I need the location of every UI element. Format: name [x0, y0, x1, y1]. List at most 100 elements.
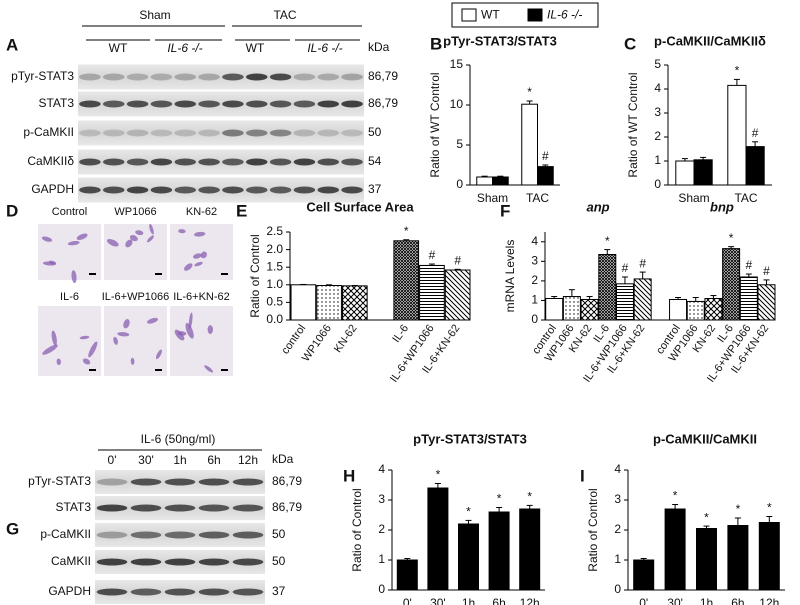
- blot-band: [79, 158, 101, 166]
- condition-label: IL-6+WP1066: [102, 291, 170, 303]
- y-axis-label: Ratio of Control: [586, 488, 600, 571]
- x-tick-label: 30': [667, 596, 683, 605]
- blot-band: [126, 158, 149, 166]
- cell: [79, 335, 90, 340]
- x-tick-label: 0': [639, 596, 648, 605]
- y-tick-label: 3: [531, 254, 538, 268]
- blot-band: [269, 186, 292, 194]
- blot-band: [232, 531, 264, 539]
- x-tick-label: 12h: [759, 596, 779, 605]
- blot-band: [198, 504, 230, 512]
- cell: [56, 358, 61, 366]
- x-tick-label: 1h: [462, 596, 475, 605]
- blot-band: [103, 73, 125, 81]
- blot-band: [96, 588, 128, 596]
- cell: [67, 240, 80, 246]
- panel-label: H: [343, 466, 355, 485]
- blot-band: [293, 100, 316, 108]
- condition-label: IL-6+KN-62: [173, 291, 230, 303]
- micrograph: [104, 224, 167, 280]
- chart-title: Cell Surface Area: [306, 199, 414, 214]
- legend-swatch: [527, 8, 543, 22]
- y-tick-label: 4: [531, 234, 538, 248]
- blot-band: [130, 531, 162, 539]
- blot-band: [293, 73, 316, 81]
- bar: [537, 166, 554, 186]
- annotation: #: [454, 253, 461, 267]
- y-tick-label: 10: [450, 97, 464, 111]
- y-tick-label: 0: [456, 177, 463, 191]
- cell: [194, 261, 203, 267]
- y-tick-label: 5: [456, 137, 463, 151]
- annotation: *: [736, 502, 741, 516]
- y-tick-label: 2.0: [266, 242, 283, 256]
- annotation: *: [527, 85, 532, 99]
- blot-band: [232, 504, 264, 512]
- blot-row-label: p-CaMKII: [23, 125, 74, 139]
- blot-band: [246, 129, 268, 137]
- chart-title: p-CaMKII/CaMKIIδ: [654, 33, 766, 48]
- blot-kda: 86,79: [272, 474, 302, 488]
- blot-band: [317, 186, 339, 194]
- panel-label: C: [624, 34, 636, 53]
- cell: [174, 329, 185, 341]
- cell: [51, 330, 57, 346]
- blot-band: [79, 73, 101, 81]
- blot-row-label: GAPDH: [48, 584, 91, 598]
- annotation: #: [639, 256, 646, 270]
- blot-band: [103, 129, 125, 137]
- blot-band: [341, 129, 363, 137]
- x-tick-label: 1h: [700, 596, 713, 605]
- blot-row-label: pTyr-STAT3: [28, 474, 91, 488]
- bar: [615, 283, 634, 321]
- cell: [41, 236, 53, 242]
- y-tick-label: 3: [654, 105, 661, 119]
- blot-band: [96, 504, 128, 512]
- blot-band: [150, 186, 173, 194]
- chart-title: pTyr-STAT3/STAT3: [413, 431, 527, 446]
- annotation: *: [436, 468, 441, 482]
- y-tick-label: 0.0: [266, 312, 283, 326]
- blot-band: [341, 73, 363, 81]
- cell: [88, 341, 98, 358]
- blot-band: [198, 558, 230, 566]
- blot-strip: [78, 91, 364, 117]
- chart-title: p-CaMKII/CaMKII: [653, 431, 757, 446]
- cell: [194, 231, 206, 237]
- group-title: bnp: [710, 199, 734, 214]
- blot-band: [317, 129, 339, 137]
- blot-band: [317, 73, 339, 81]
- annotation: *: [497, 492, 502, 506]
- blot-band: [269, 100, 292, 108]
- micrograph: [38, 224, 101, 280]
- cell: [129, 235, 138, 242]
- blot-band: [126, 129, 149, 137]
- blot-band: [246, 73, 268, 81]
- bar: [427, 487, 449, 591]
- bar: [757, 284, 776, 321]
- kda-header: kDa: [272, 452, 294, 466]
- blot-band: [150, 100, 173, 108]
- annotation: #: [745, 258, 752, 272]
- panel-label: I: [580, 466, 585, 485]
- y-tick-label: 1.0: [266, 277, 283, 291]
- blot-row-label: CaMKII: [51, 554, 91, 568]
- y-tick-label: 1: [614, 552, 621, 566]
- bar: [341, 285, 368, 321]
- blot-band: [130, 478, 162, 486]
- panel-label: G: [6, 519, 19, 538]
- y-axis-label: Ratio of Control: [350, 488, 364, 571]
- bar: [675, 160, 695, 186]
- cell: [130, 357, 135, 365]
- blot-kda: 50: [368, 125, 382, 139]
- y-tick-label: 4: [654, 81, 661, 95]
- time-label: 30': [138, 453, 154, 467]
- y-tick-label: 1: [378, 552, 385, 566]
- blot-kda: 54: [368, 154, 382, 168]
- bar: [316, 285, 342, 321]
- annotation: #: [622, 261, 629, 275]
- bar: [669, 298, 688, 321]
- bar: [739, 276, 758, 321]
- blot-kda: 50: [272, 527, 286, 541]
